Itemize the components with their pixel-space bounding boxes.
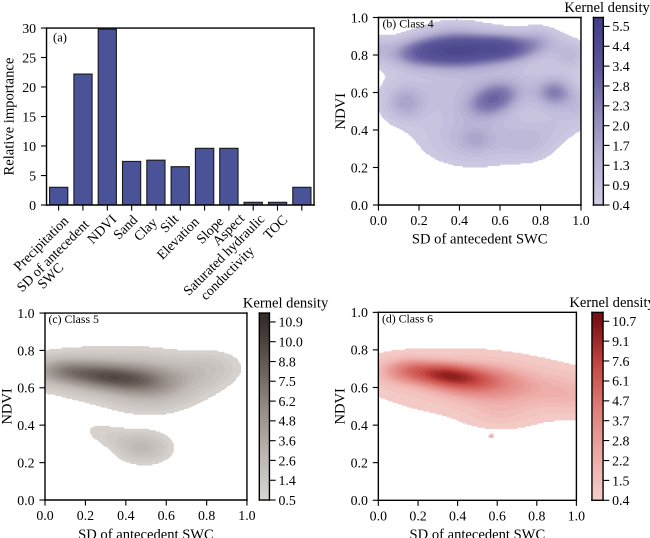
svg-text:2.8: 2.8 <box>612 434 629 449</box>
svg-text:0.4: 0.4 <box>17 419 34 434</box>
svg-text:0.4: 0.4 <box>612 494 629 509</box>
svg-text:10.9: 10.9 <box>278 316 302 331</box>
svg-text:SD of antecedent SWC: SD of antecedent SWC <box>412 232 548 248</box>
svg-text:0.2: 0.2 <box>351 161 368 176</box>
svg-text:NDVI: NDVI <box>333 388 349 425</box>
svg-text:2.3: 2.3 <box>612 100 629 115</box>
svg-text:4.8: 4.8 <box>278 415 295 430</box>
svg-text:0.6: 0.6 <box>158 509 175 524</box>
svg-text:20: 20 <box>22 81 36 96</box>
svg-text:0.4: 0.4 <box>451 214 468 229</box>
svg-text:0.8: 0.8 <box>17 344 34 359</box>
svg-text:4.7: 4.7 <box>612 395 629 410</box>
svg-text:0.0: 0.0 <box>370 509 387 524</box>
svg-text:8.8: 8.8 <box>278 355 295 370</box>
svg-text:1.7: 1.7 <box>612 139 629 154</box>
svg-text:1.0: 1.0 <box>351 306 368 321</box>
svg-text:0.6: 0.6 <box>491 214 508 229</box>
svg-text:0.0: 0.0 <box>36 509 53 524</box>
svg-text:7.6: 7.6 <box>612 355 629 370</box>
svg-text:10.7: 10.7 <box>612 315 636 330</box>
svg-text:0.4: 0.4 <box>612 199 629 214</box>
svg-text:15: 15 <box>22 110 36 125</box>
svg-text:(b) Class 4: (b) Class 4 <box>383 17 434 31</box>
svg-text:2.8: 2.8 <box>612 80 629 95</box>
svg-text:6.1: 6.1 <box>612 375 629 390</box>
svg-text:Kernel density: Kernel density <box>564 0 650 16</box>
svg-text:Kernel density: Kernel density <box>243 295 329 311</box>
svg-text:0.0: 0.0 <box>351 494 368 509</box>
svg-text:9.1: 9.1 <box>612 335 629 350</box>
svg-text:0.0: 0.0 <box>370 214 387 229</box>
svg-text:0.4: 0.4 <box>449 509 466 524</box>
svg-text:10.0: 10.0 <box>278 336 302 351</box>
svg-text:(c) Class 5: (c) Class 5 <box>48 312 99 326</box>
svg-text:0.8: 0.8 <box>198 509 215 524</box>
svg-text:6.2: 6.2 <box>278 395 295 410</box>
svg-text:0.2: 0.2 <box>410 214 427 229</box>
svg-text:0.0: 0.0 <box>17 494 34 509</box>
svg-text:1.3: 1.3 <box>612 159 629 174</box>
svg-text:1.4: 1.4 <box>278 474 295 489</box>
svg-text:0.2: 0.2 <box>351 457 368 472</box>
svg-text:0.2: 0.2 <box>17 456 34 471</box>
svg-text:1.0: 1.0 <box>572 214 589 229</box>
svg-text:0.9: 0.9 <box>612 179 629 194</box>
svg-text:1.0: 1.0 <box>568 509 585 524</box>
svg-text:0.6: 0.6 <box>351 86 368 101</box>
svg-text:SD of antecedent SWC: SD of antecedent SWC <box>78 527 214 538</box>
svg-text:3.7: 3.7 <box>612 415 629 430</box>
svg-text:Relative importance: Relative importance <box>2 58 18 176</box>
svg-text:5: 5 <box>29 169 36 184</box>
svg-text:0.4: 0.4 <box>351 419 368 434</box>
svg-text:0.4: 0.4 <box>117 509 134 524</box>
svg-text:0.6: 0.6 <box>489 509 506 524</box>
svg-text:1.5: 1.5 <box>612 474 629 489</box>
svg-text:1.0: 1.0 <box>351 11 368 26</box>
svg-text:30: 30 <box>22 22 36 37</box>
svg-text:0.6: 0.6 <box>17 382 34 397</box>
svg-text:0.2: 0.2 <box>77 509 94 524</box>
svg-text:0.4: 0.4 <box>351 124 368 139</box>
svg-text:2.2: 2.2 <box>612 454 629 469</box>
svg-text:5.5: 5.5 <box>612 20 629 35</box>
svg-text:25: 25 <box>22 51 36 66</box>
svg-text:10: 10 <box>22 140 36 155</box>
svg-text:(d) Class 6: (d) Class 6 <box>382 311 433 325</box>
svg-text:(a): (a) <box>53 31 67 45</box>
svg-text:0.6: 0.6 <box>351 381 368 396</box>
svg-text:0.8: 0.8 <box>351 49 368 64</box>
svg-text:2.0: 2.0 <box>612 119 629 134</box>
svg-text:0.5: 0.5 <box>278 494 295 509</box>
svg-text:0: 0 <box>29 199 36 214</box>
svg-text:2.6: 2.6 <box>278 454 295 469</box>
svg-text:3.4: 3.4 <box>612 60 629 75</box>
svg-text:1.0: 1.0 <box>238 509 255 524</box>
svg-text:0.8: 0.8 <box>532 214 549 229</box>
svg-text:0.8: 0.8 <box>351 344 368 359</box>
svg-text:3.6: 3.6 <box>278 434 295 449</box>
svg-text:4.4: 4.4 <box>612 40 629 55</box>
svg-text:Kernel density: Kernel density <box>569 295 650 311</box>
svg-text:0.0: 0.0 <box>351 199 368 214</box>
svg-text:7.5: 7.5 <box>278 375 295 390</box>
svg-text:NDVI: NDVI <box>0 388 15 425</box>
svg-text:0.8: 0.8 <box>528 509 545 524</box>
svg-text:SD of antecedent SWC: SD of antecedent SWC <box>410 527 546 538</box>
svg-text:0.2: 0.2 <box>409 509 426 524</box>
svg-text:NDVI: NDVI <box>333 93 349 130</box>
svg-text:1.0: 1.0 <box>17 307 34 322</box>
